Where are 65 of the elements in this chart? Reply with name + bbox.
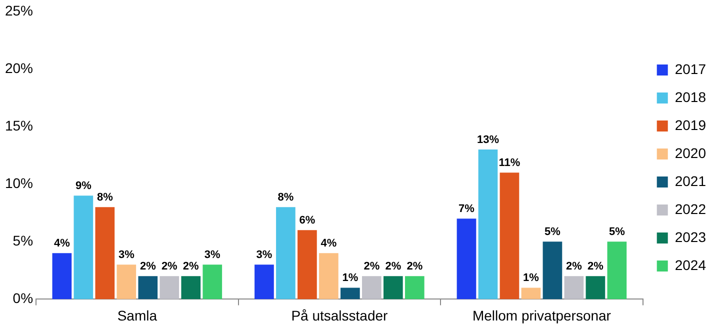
x-tick-label: På utsalsstader (291, 307, 388, 324)
y-tick-label: 10% (4, 174, 34, 191)
data-label: 1% (342, 272, 358, 284)
legend-label: 2023 (674, 228, 706, 245)
legend-label: 2019 (674, 116, 706, 133)
bar (95, 207, 115, 300)
data-label: 4% (54, 238, 70, 250)
data-label: 1% (523, 272, 540, 284)
bar (181, 276, 201, 300)
bar (202, 264, 222, 300)
data-label: 2% (182, 260, 200, 273)
data-label: 2% (385, 260, 402, 273)
bar (74, 196, 94, 300)
legend-label: 2017 (674, 60, 706, 77)
data-label: 2% (161, 260, 178, 273)
bar (456, 218, 476, 300)
bar (383, 276, 403, 300)
y-tick-label: 25% (4, 2, 34, 18)
bar (340, 288, 360, 300)
data-label: 6% (299, 214, 316, 227)
data-label: 7% (458, 203, 475, 216)
bar (404, 276, 424, 300)
data-label: 13% (476, 134, 500, 146)
bar (276, 207, 296, 300)
y-tick-label: 0% (12, 290, 34, 306)
x-tick-label: Mellom privatpersonar (472, 307, 612, 324)
data-label: 5% (544, 226, 561, 238)
data-label: 2% (566, 260, 582, 273)
data-label: 3% (256, 249, 272, 262)
bar (586, 276, 606, 300)
bar (521, 288, 541, 300)
y-tick-label: 20% (4, 60, 34, 76)
bar (607, 242, 627, 300)
bar (362, 276, 382, 300)
y-tick-label: 15% (4, 117, 34, 134)
x-tick-label: Samla (117, 307, 158, 324)
data-label: 3% (204, 249, 221, 262)
legend-label: 2021 (674, 172, 706, 189)
bar (542, 242, 562, 300)
data-label: 2% (406, 260, 423, 273)
bar (160, 276, 180, 300)
data-label: 8% (96, 192, 114, 204)
bar (298, 230, 317, 300)
bar (116, 264, 136, 300)
bar (52, 253, 72, 300)
bar (564, 276, 584, 300)
bar (319, 253, 338, 300)
bar (500, 172, 520, 300)
data-label: 2% (140, 260, 156, 273)
data-label: 5% (608, 226, 626, 238)
y-tick-label: 5% (12, 232, 34, 248)
legend-label: 2022 (674, 200, 706, 217)
data-label: 11% (498, 157, 520, 170)
legend-label: 2024 (674, 256, 706, 273)
data-label: 8% (278, 192, 294, 204)
data-label: 2% (364, 260, 380, 273)
bar (138, 276, 158, 300)
legend-label: 2020 (674, 144, 706, 161)
data-label: 4% (320, 238, 337, 250)
data-label: 3% (118, 249, 135, 262)
legend-label: 2018 (674, 88, 706, 105)
bar (478, 150, 498, 300)
data-label: 2% (587, 260, 604, 273)
data-label: 9% (75, 180, 92, 192)
bar (254, 264, 274, 300)
